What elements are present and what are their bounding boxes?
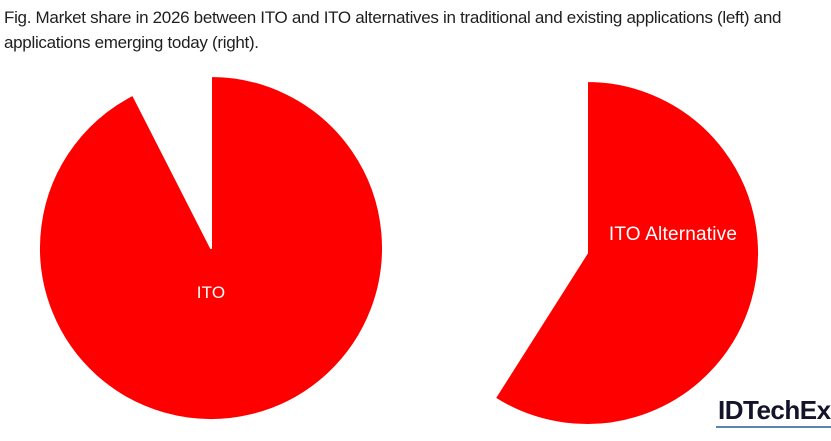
figure-caption-line-1: Fig. Market share in 2026 between ITO an… bbox=[4, 8, 782, 27]
pie-chart-emerging-applications bbox=[493, 80, 760, 426]
pie-slice-ito bbox=[493, 80, 760, 426]
pie-right-label-ito-alternative: ITO Alternative bbox=[608, 224, 738, 245]
figure-caption-line-2: applications emerging today (right). bbox=[4, 33, 259, 52]
pie-slice-ito bbox=[38, 75, 384, 421]
pie-left-label-ito: ITO bbox=[196, 283, 226, 302]
idtechex-logo: IDTechEx bbox=[716, 396, 831, 429]
pie-chart-traditional-applications bbox=[38, 75, 384, 421]
figure-caption: Fig. Market share in 2026 between ITO an… bbox=[4, 5, 828, 55]
